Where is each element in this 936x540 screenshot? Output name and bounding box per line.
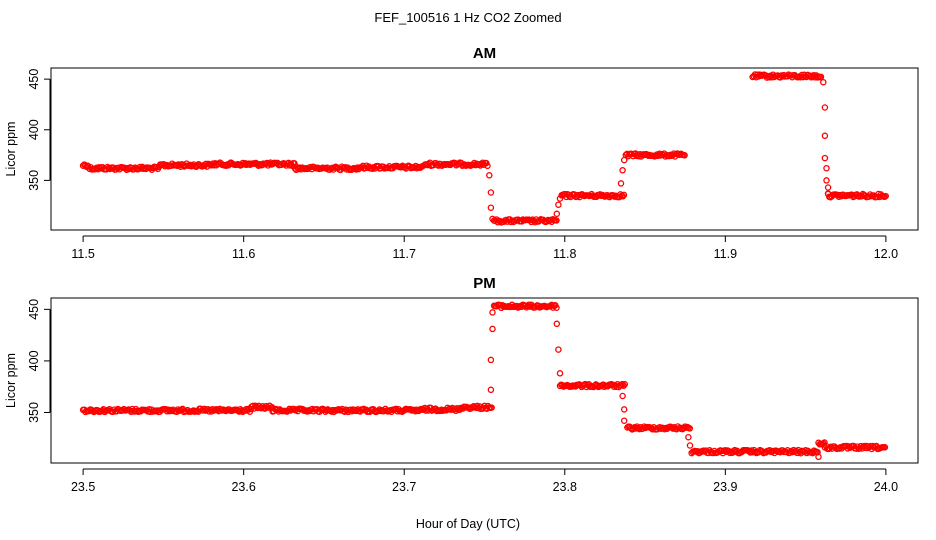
x-tick-label: 23.6 <box>231 480 255 494</box>
data-series <box>79 301 889 461</box>
x-axis: 23.5 23.6 23.7 23.8 23.9 24.0 <box>71 468 898 494</box>
data-point <box>620 406 628 413</box>
data-point <box>486 172 493 179</box>
data-point <box>489 309 496 316</box>
data-point <box>823 164 830 172</box>
x-tick-label: 12.0 <box>874 247 898 261</box>
data-point <box>665 152 673 160</box>
data-point <box>619 167 626 174</box>
data-point <box>555 201 562 208</box>
data-point <box>620 417 628 424</box>
data-point <box>817 73 825 81</box>
data-point <box>484 162 491 170</box>
y-tick-label: 450 <box>27 69 41 90</box>
data-point <box>621 381 629 388</box>
data-point <box>487 189 495 196</box>
panel-title: AM <box>473 45 496 62</box>
data-point <box>556 370 564 377</box>
x-axis: 11.5 11.6 11.7 11.8 11.9 12.0 <box>71 235 898 261</box>
data-point <box>553 217 560 224</box>
chart-panels: AM 11.5 11.6 11.7 11.8 11.9 12.0 350 400 450 Licor… <box>4 45 919 494</box>
data-point <box>686 425 694 432</box>
y-tick-label: 450 <box>27 299 41 320</box>
data-point <box>620 156 628 164</box>
y-axis-label: Licor ppm <box>4 353 18 408</box>
data-point <box>487 386 495 394</box>
x-tick-label: 11.6 <box>232 247 255 261</box>
data-point <box>821 154 829 162</box>
y-tick-label: 350 <box>27 402 41 423</box>
x-tick-label: 23.9 <box>713 480 737 494</box>
data-point <box>487 356 495 364</box>
data-point <box>620 191 628 199</box>
data-point <box>555 346 562 353</box>
y-axis: 350 400 450 Licor ppm <box>4 69 51 191</box>
panel-am: AM 11.5 11.6 11.7 11.8 11.9 12.0 350 400 450 Licor… <box>4 45 919 261</box>
y-tick-label: 350 <box>27 170 41 191</box>
data-point <box>553 210 561 218</box>
data-point <box>726 449 734 457</box>
data-point <box>617 382 625 389</box>
panel-pm: PM 23.5 23.6 23.7 23.8 23.9 24.0 350 400 450 Licor… <box>4 275 919 494</box>
x-tick-label: 11.8 <box>553 247 576 261</box>
data-point <box>553 304 560 311</box>
data-point <box>489 325 496 333</box>
data-point <box>556 195 564 202</box>
data-point <box>721 447 729 454</box>
data-point <box>881 444 889 451</box>
data-point <box>686 442 694 449</box>
common-x-axis-label: Hour of Day (UTC) <box>416 517 520 531</box>
y-tick-label: 400 <box>27 350 41 371</box>
y-axis-label: Licor ppm <box>4 122 18 177</box>
data-point <box>489 215 496 223</box>
x-tick-label: 11.5 <box>71 247 94 261</box>
data-point <box>488 404 495 411</box>
y-axis: 350 400 450 Licor ppm <box>4 299 51 423</box>
data-point <box>553 320 561 328</box>
x-tick-label: 24.0 <box>874 480 898 494</box>
data-point <box>824 190 832 197</box>
plot-frame <box>50 297 919 464</box>
figure-title: FEF_100516 1 Hz CO2 Zoomed <box>374 10 561 25</box>
y-tick-label: 400 <box>27 119 41 140</box>
data-point <box>815 453 822 461</box>
x-tick-label: 23.5 <box>71 480 95 494</box>
x-tick-label: 11.7 <box>393 247 416 261</box>
data-point <box>824 184 832 191</box>
data-point <box>821 132 829 140</box>
data-point <box>882 192 889 200</box>
x-tick-label: 23.7 <box>392 480 416 494</box>
data-point <box>619 193 627 200</box>
data-point <box>487 204 495 211</box>
data-point <box>823 177 830 184</box>
data-point <box>681 152 688 159</box>
data-point <box>619 392 626 400</box>
data-point <box>820 78 827 86</box>
data-point <box>620 382 627 389</box>
plot-frame <box>50 67 919 231</box>
data-point <box>685 433 692 441</box>
data-point <box>821 104 829 111</box>
x-tick-label: 11.9 <box>714 247 737 261</box>
data-series <box>79 71 889 226</box>
panel-title: PM <box>473 275 496 292</box>
x-tick-label: 23.8 <box>553 480 577 494</box>
data-point <box>617 180 625 187</box>
